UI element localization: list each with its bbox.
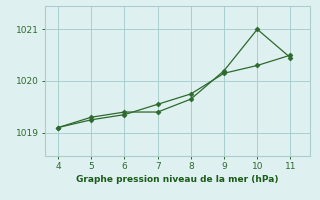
X-axis label: Graphe pression niveau de la mer (hPa): Graphe pression niveau de la mer (hPa) — [76, 175, 279, 184]
